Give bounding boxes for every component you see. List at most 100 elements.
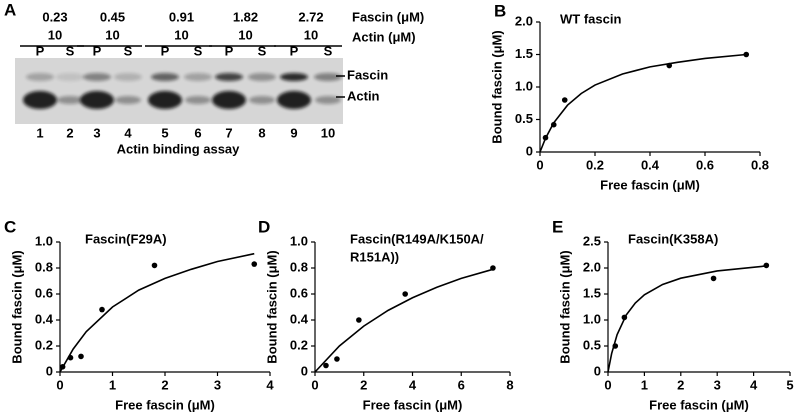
lane-label: S <box>124 43 133 58</box>
x-tick-label: 2 <box>360 377 367 392</box>
lane-number: 10 <box>321 125 335 140</box>
y-tick-label: 0.8 <box>35 259 53 274</box>
fit-curve <box>539 53 747 153</box>
data-point <box>251 261 258 267</box>
gel-image <box>15 58 343 124</box>
actin-concentration: 10 <box>304 27 318 42</box>
gel-band <box>80 91 114 109</box>
x-tick-label: 0 <box>536 157 543 172</box>
data-point <box>356 317 362 323</box>
y-tick-label: 1.0 <box>583 311 601 326</box>
actin-concentration: 10 <box>48 27 62 42</box>
x-tick-label: 0.6 <box>696 157 714 172</box>
y-tick-label: 0.2 <box>290 337 308 352</box>
panel-label: D <box>258 217 270 236</box>
x-axis-label: Free fascin (μM) <box>649 397 749 412</box>
fascin-concentration: 2.72 <box>298 9 323 24</box>
fascin-unit: Fascin (μM) <box>352 9 424 24</box>
y-axis-label: Bound fascin (μM) <box>557 250 572 363</box>
lane-number: 7 <box>225 125 232 140</box>
chart-title: Fascin(F29A) <box>85 231 167 246</box>
chart-title: Fascin(R149A/K150A/ <box>350 231 484 246</box>
gel-band <box>185 96 211 104</box>
gel-band <box>115 96 141 104</box>
x-tick-label: 3 <box>214 377 221 392</box>
y-tick-label: 2.5 <box>583 233 601 248</box>
lane-number: 4 <box>124 125 132 140</box>
y-axis-label: Bound fascin (μM) <box>9 250 24 363</box>
x-tick-label: 1 <box>641 377 648 392</box>
x-tick-label: 0 <box>56 377 63 392</box>
y-tick-label: 0.4 <box>35 311 54 326</box>
x-tick-label: 4 <box>409 377 417 392</box>
y-tick-label: 1.5 <box>583 285 601 300</box>
gel-band <box>277 91 311 109</box>
y-tick-label: 0.2 <box>35 337 53 352</box>
gel-band <box>148 91 182 109</box>
lane-label: P <box>161 43 170 58</box>
fit-curve <box>59 252 255 373</box>
gel-band <box>26 73 54 81</box>
data-point <box>99 306 105 313</box>
actin-concentration: 10 <box>174 27 188 42</box>
fascin-concentration: 1.82 <box>233 9 258 24</box>
y-tick-label: 2.0 <box>583 259 601 274</box>
data-point <box>561 97 568 103</box>
gel-band <box>248 73 276 81</box>
y-axis-label: Bound fascin (μM) <box>489 30 504 143</box>
x-tick-label: 0.2 <box>586 157 604 172</box>
actin-concentration: 10 <box>238 27 252 42</box>
lane-label: P <box>93 43 102 58</box>
lane-number: 8 <box>258 125 265 140</box>
data-point <box>78 353 84 360</box>
x-tick-label: 4 <box>750 377 758 392</box>
x-tick-label: 2 <box>677 377 684 392</box>
y-tick-label: 2.0 <box>515 13 533 28</box>
gel-band <box>280 73 308 81</box>
data-point <box>710 275 717 282</box>
lane-number: 5 <box>161 125 168 140</box>
x-tick-label: 0.8 <box>751 157 769 172</box>
data-point <box>151 262 158 269</box>
lane-label: S <box>324 43 333 58</box>
data-point <box>402 291 408 297</box>
x-axis-label: Free fascin (μM) <box>600 177 700 192</box>
fascin-concentration: 0.23 <box>42 9 67 24</box>
x-tick-label: 4 <box>266 377 274 392</box>
lane-number: 9 <box>290 125 297 140</box>
x-tick-label: 0 <box>604 377 611 392</box>
y-tick-label: 0.6 <box>35 285 53 300</box>
lane-label: P <box>36 43 45 58</box>
x-tick-label: 5 <box>786 377 793 392</box>
gel-caption: Actin binding assay <box>117 141 241 156</box>
fascin-concentration: 0.91 <box>169 9 194 24</box>
lane-number: 2 <box>66 125 73 140</box>
gel-band <box>23 91 57 109</box>
y-tick-label: 0.6 <box>290 285 308 300</box>
data-point <box>323 362 329 369</box>
x-tick-label: 0.4 <box>641 157 660 172</box>
band-label: Fascin <box>347 67 388 82</box>
y-tick-label: 0 <box>46 363 53 378</box>
gel-band <box>314 73 342 81</box>
gel-band <box>215 73 243 81</box>
panel-label: A <box>4 0 16 19</box>
fit-curve <box>607 265 767 373</box>
y-tick-label: 1.5 <box>515 46 533 61</box>
x-tick-label: 8 <box>506 377 513 392</box>
actin-unit: Actin (μM) <box>352 29 416 44</box>
y-tick-label: 0.4 <box>290 311 309 326</box>
panel-label: C <box>4 217 16 236</box>
x-tick-label: 0 <box>311 377 318 392</box>
band-label: Actin <box>347 88 380 103</box>
y-tick-label: 0 <box>301 363 308 378</box>
gel-band <box>114 73 142 81</box>
x-tick-label: 1 <box>109 377 116 392</box>
y-tick-label: 1.0 <box>35 233 53 248</box>
x-tick-label: 2 <box>161 377 168 392</box>
y-axis-label: Bound fascin (μM) <box>264 250 279 363</box>
y-tick-label: 0 <box>594 363 601 378</box>
lane-number: 3 <box>93 125 100 140</box>
gel-band <box>212 91 246 109</box>
lane-number: 6 <box>194 125 201 140</box>
